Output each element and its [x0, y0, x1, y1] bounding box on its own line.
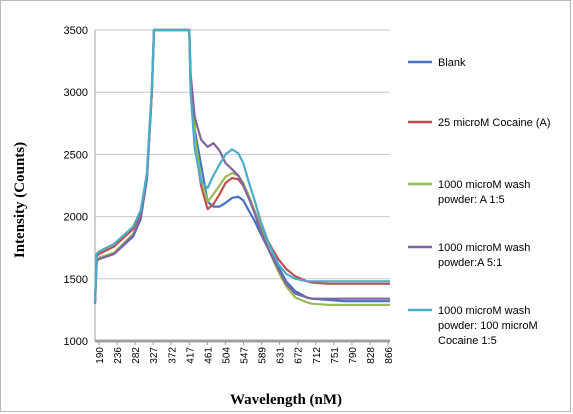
x-tick-label: 631	[276, 347, 287, 364]
legend-entry: Blank	[438, 57, 466, 69]
x-tick-label: 190	[95, 347, 106, 364]
x-tick-label: 547	[240, 347, 251, 364]
y-axis-label: Intensity (Counts)	[12, 142, 28, 258]
x-axis-label: Wavelength (nM)	[230, 392, 342, 408]
series-line-1	[93, 28, 390, 303]
series-line-4	[93, 28, 390, 304]
x-axis-ticks: 190 236 282 327 372 417 461 504 547 589 631 672 712 7…	[95, 342, 395, 364]
series-line-5	[93, 28, 390, 303]
x-tick-label: 461	[203, 347, 214, 364]
legend-entry: 1000 microM wash powder:A 5:1	[438, 242, 530, 269]
x-tick-label: 504	[221, 347, 232, 364]
y-tick-label: 2000	[64, 212, 88, 224]
x-tick-label: 372	[167, 347, 178, 364]
y-tick-label: 3500	[64, 25, 88, 37]
x-tick-label: 751	[330, 347, 341, 364]
legend-entry: 1000 microM wash powder: A 1:5	[438, 179, 530, 206]
x-tick-label: 712	[312, 347, 323, 364]
x-tick-label: 790	[348, 347, 359, 364]
legend-entry: 25 microM Cocaine (A)	[438, 117, 550, 129]
series-line-3	[93, 28, 390, 306]
y-tick-label: 2500	[64, 149, 88, 161]
y-tick-label: 3000	[64, 87, 88, 99]
y-axis-ticks: 1000 1500 2000 2500 3000 3500	[64, 25, 88, 348]
y-tick-label: 1500	[64, 274, 88, 286]
series-lines	[93, 28, 390, 306]
x-tick-label: 828	[366, 347, 377, 364]
x-tick-label: 417	[185, 347, 196, 364]
x-tick-label: 282	[131, 347, 142, 364]
legend-entry: 1000 microM wash powder: 100 microM Cocain…	[438, 305, 538, 347]
y-tick-label: 1000	[64, 336, 88, 348]
legend: Blank 25 microM Cocaine (A) 1000 microM wa…	[408, 57, 550, 347]
series-line-2	[93, 28, 390, 300]
x-tick-label: 672	[294, 347, 305, 364]
x-tick-label: 589	[258, 347, 269, 364]
x-tick-label: 866	[384, 347, 395, 364]
x-tick-label: 236	[113, 347, 124, 364]
x-tick-label: 327	[149, 347, 160, 364]
